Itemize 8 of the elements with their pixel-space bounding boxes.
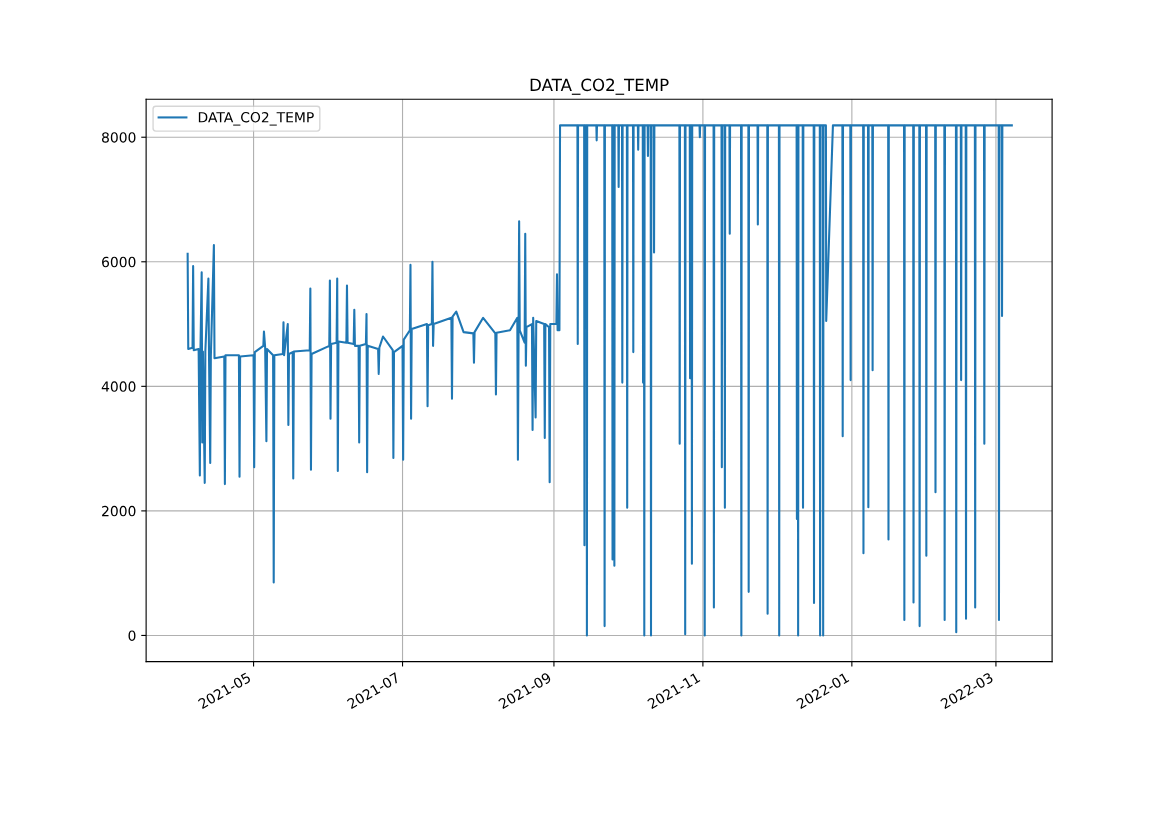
line-series (186, 124, 1013, 637)
y-tick-label: 6000 (102, 256, 136, 268)
y-tick-label: 2000 (102, 505, 136, 517)
y-tick-label: 0 (128, 630, 136, 641)
chart-title: DATA_CO2_TEMP (530, 78, 669, 95)
y-tick-label: 4000 (101, 381, 136, 392)
legend-label: DATA_CO2_TEMP (198, 111, 314, 126)
y-tick-label: 8000 (102, 132, 136, 143)
